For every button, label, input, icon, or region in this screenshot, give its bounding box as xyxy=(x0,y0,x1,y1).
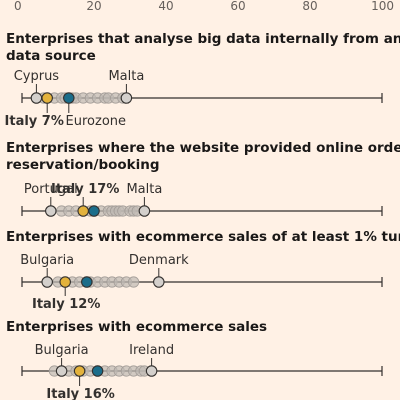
max-country-label: Malta xyxy=(126,182,162,197)
eurozone-point xyxy=(81,276,93,288)
min-point xyxy=(41,276,53,288)
italy-point xyxy=(77,205,89,217)
max-country-label: Malta xyxy=(108,69,144,84)
max-point xyxy=(138,205,151,217)
italy-point xyxy=(73,365,86,377)
italy-point xyxy=(41,92,53,104)
italy-label: Italy 7% xyxy=(5,114,64,129)
country-point xyxy=(128,276,140,288)
chart-panels: Enterprises that analyse big data intern… xyxy=(5,31,400,400)
italy-point xyxy=(59,276,71,288)
tick-label: 0 xyxy=(14,0,22,13)
max-country-label: Ireland xyxy=(129,343,174,358)
panel-title: data source xyxy=(6,48,96,64)
panel-1: Enterprises that analyse big data intern… xyxy=(5,31,400,129)
eurozone-point xyxy=(91,365,104,377)
max-country-label: Denmark xyxy=(129,253,189,268)
max-point xyxy=(145,365,158,377)
x-axis-ticks: 0 20 40 60 80 100 xyxy=(14,0,394,13)
italy-label: Italy 17% xyxy=(51,182,119,197)
max-point xyxy=(153,276,165,288)
panel-3: Enterprises with ecommerce sales of at l… xyxy=(6,229,400,312)
max-point xyxy=(120,92,133,104)
min-point xyxy=(30,92,43,104)
panel-title: Enterprises where the website provided o… xyxy=(6,140,400,156)
min-point xyxy=(45,205,57,217)
tick-label: 60 xyxy=(230,0,245,13)
tick-label: 20 xyxy=(86,0,101,13)
eurozone-point xyxy=(88,205,100,217)
tick-label: 40 xyxy=(158,0,173,13)
panel-title: Enterprises that analyse big data intern… xyxy=(6,31,400,47)
panel-title: Enterprises with ecommerce sales xyxy=(6,319,267,335)
panel-title: reservation/booking xyxy=(6,157,160,173)
tick-label: 80 xyxy=(302,0,317,13)
italy-label: Italy 16% xyxy=(46,387,114,400)
panel-title: Enterprises with ecommerce sales of at l… xyxy=(6,229,400,245)
tick-label: 100 xyxy=(371,0,394,13)
min-country-label: Bulgaria xyxy=(20,253,74,268)
eurozone-label: Eurozone xyxy=(66,114,126,129)
min-country-label: Cyprus xyxy=(14,69,60,84)
min-point xyxy=(55,365,68,377)
min-country-label: Bulgaria xyxy=(35,343,89,358)
italy-label: Italy 12% xyxy=(32,297,100,312)
eurozone-point xyxy=(63,92,75,104)
panel-2: Enterprises where the website provided o… xyxy=(6,140,400,217)
panel-4: Enterprises with ecommerce sales Bulgaria… xyxy=(6,319,383,400)
min-country-label: Portugal xyxy=(24,182,78,197)
